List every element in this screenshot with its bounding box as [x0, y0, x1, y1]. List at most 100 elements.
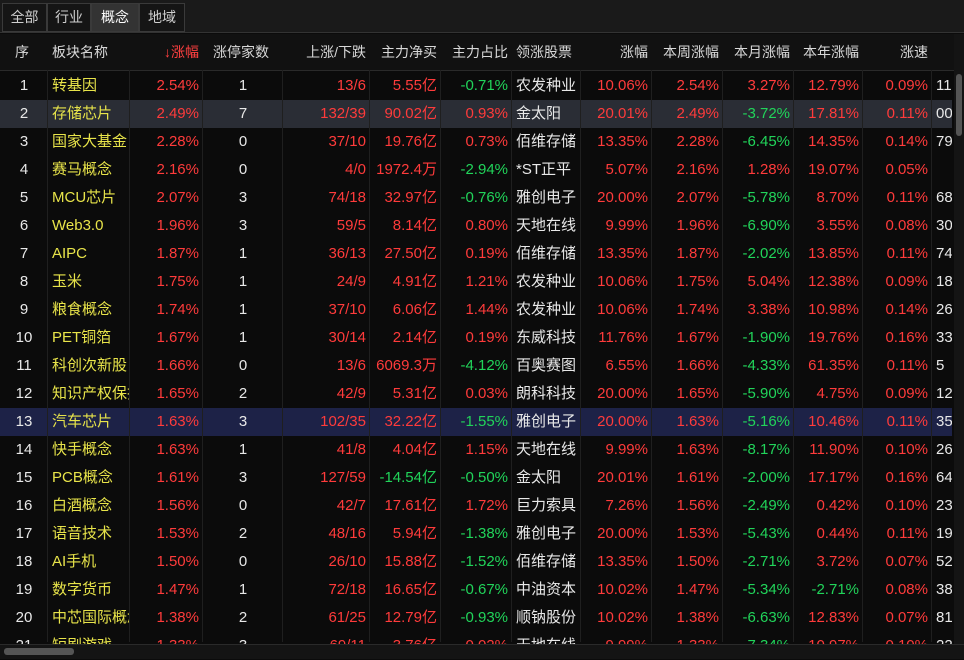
table-row[interactable]: 6 Web3.0 1.96% 3 59/5 8.14亿 0.80% 天地在线 9.99% 1.96… [0, 212, 952, 240]
table-header: 序 板块名称 ↓涨幅 涨停家数 上涨/下跌 主力净买 主力占比 领涨股票 涨幅 本周涨幅 本月涨幅本… [0, 34, 964, 71]
table-row[interactable]: 9 粮食概念 1.74% 1 37/10 6.06亿 1.44% 农发种业 10.06% 1.74… [0, 296, 952, 324]
cell-board-name[interactable]: 语音技术 [52, 525, 113, 542]
cell-speed: 0.14% [885, 133, 928, 150]
table-row[interactable]: 10 PET铜箔 1.67% 1 30/14 2.14亿 0.19% 东威科技 11.76% 1.… [0, 324, 952, 352]
cell-board-name[interactable]: 玉米 [52, 273, 83, 290]
table-row[interactable]: 3 国家大基金 2.28% 0 37/10 19.76亿 0.73% 佰维存储 13.35% 2.… [0, 128, 952, 156]
cell-leading-stock[interactable]: 东威科技 [516, 329, 577, 346]
cell-leading-stock[interactable]: 佰维存储 [516, 133, 577, 150]
cell-board-name[interactable]: 数字货币 [52, 581, 113, 598]
cell-leading-stock[interactable]: 农发种业 [516, 301, 577, 318]
column-header-limit-up-count[interactable]: 涨停家数 [213, 44, 269, 60]
cell-main-net-buy: 90.02亿 [384, 105, 437, 122]
cell-month-change: -3.72% [742, 105, 790, 122]
column-header-index[interactable]: 序 [15, 44, 29, 60]
column-divider [129, 70, 130, 642]
cell-leading-stock[interactable]: 农发种业 [516, 273, 577, 290]
table-row[interactable]: 8 玉米 1.75% 1 24/9 4.91亿 1.21% 农发种业 10.06% 1.75% 5.… [0, 268, 952, 296]
cell-main-net-buy: 17.61亿 [384, 497, 437, 514]
cell-leading-stock[interactable]: 佰维存储 [516, 245, 577, 262]
cell-board-name[interactable]: 转基因 [52, 77, 98, 94]
tab-3[interactable]: 地域 [139, 3, 185, 32]
tab-2[interactable]: 概念 [91, 3, 139, 32]
cell-board-name[interactable]: AI手机 [52, 553, 97, 570]
column-header-month-change[interactable]: 本月涨幅 [734, 44, 790, 60]
cell-up-down: 74/18 [328, 189, 366, 206]
table-row[interactable]: 12 知识产权保护 1.65% 2 42/9 5.31亿 0.03% 朗科科技 20.00% 1.… [0, 380, 952, 408]
column-header-week-change[interactable]: 本周涨幅 [663, 44, 719, 60]
column-header-year-change[interactable]: 本年涨幅 [803, 44, 859, 60]
tab-1[interactable]: 行业 [47, 3, 91, 32]
column-header-main-ratio[interactable]: 主力占比 [452, 44, 508, 60]
cell-leading-stock[interactable]: 金太阳 [516, 469, 562, 486]
table-row[interactable]: 5 MCU芯片 2.07% 3 74/18 32.97亿 -0.76% 雅创电子 20.00% 2… [0, 184, 952, 212]
table-row[interactable]: 14 快手概念 1.63% 1 41/8 4.04亿 1.15% 天地在线 9.99% 1.63%… [0, 436, 952, 464]
cell-limit-up-count: 2 [238, 525, 248, 542]
cell-change: 2.49% [156, 105, 199, 122]
cell-leading-stock[interactable]: 雅创电子 [516, 525, 577, 542]
cell-board-name[interactable]: MCU芯片 [52, 189, 117, 206]
cell-leading-change: 10.06% [597, 301, 648, 318]
column-header-extra[interactable] [932, 34, 952, 70]
table-row[interactable]: 20 中芯国际概念 1.38% 2 61/25 12.79亿 -0.93% 顺钠股份 10.02… [0, 604, 952, 632]
column-header-leading-change[interactable]: 涨幅 [620, 44, 648, 60]
cell-board-name[interactable]: 快手概念 [52, 441, 113, 458]
column-header-board-name[interactable]: 板块名称 [52, 44, 108, 60]
cell-board-name[interactable]: PCB概念 [52, 469, 113, 486]
column-header-speed[interactable]: 涨速 [900, 44, 928, 60]
cell-board-name[interactable]: Web3.0 [52, 217, 104, 234]
cell-leading-stock[interactable]: 天地在线 [516, 441, 577, 458]
cell-board-name[interactable]: 中芯国际概念 [52, 609, 130, 626]
table-row[interactable]: 7 AIPC 1.87% 1 36/13 27.50亿 0.19% 佰维存储 13.35% 1.8… [0, 240, 952, 268]
cell-leading-stock[interactable]: 百奥赛图 [516, 357, 577, 374]
cell-leading-stock[interactable]: 朗科科技 [516, 385, 577, 402]
cell-board-name[interactable]: AIPC [52, 245, 88, 262]
cell-leading-stock[interactable]: 顺钠股份 [516, 609, 577, 626]
cell-year-change: 14.35% [808, 133, 859, 150]
cell-leading-stock[interactable]: 中油资本 [516, 581, 577, 598]
horizontal-scroll-thumb[interactable] [4, 648, 74, 655]
cell-board-name[interactable]: 白酒概念 [52, 497, 113, 514]
cell-leading-stock[interactable]: *ST正平 [516, 161, 572, 178]
table-row[interactable]: 11 科创次新股 1.66% 0 13/6 6069.3万 -4.12% 百奥赛图 6.55% 1… [0, 352, 952, 380]
table-row[interactable]: 13 汽车芯片 1.63% 3 102/35 32.22亿 -1.55% 雅创电子 20.00%… [0, 408, 952, 436]
cell-leading-stock[interactable]: 农发种业 [516, 77, 577, 94]
column-divider [862, 70, 863, 642]
cell-limit-up-count: 2 [238, 385, 248, 402]
cell-leading-stock[interactable]: 雅创电子 [516, 189, 577, 206]
cell-month-change: -5.90% [742, 385, 790, 402]
cell-board-name[interactable]: 赛马概念 [52, 161, 113, 178]
vertical-scroll-thumb[interactable] [956, 74, 962, 136]
cell-up-down: 26/10 [328, 553, 366, 570]
cell-board-name[interactable]: 存储芯片 [52, 105, 113, 122]
table-row[interactable]: 2 存储芯片 2.49% 7 132/39 90.02亿 0.93% 金太阳 20.01% 2.4… [0, 100, 952, 128]
column-header-change[interactable]: ↓涨幅 [130, 34, 203, 70]
cell-speed: 0.11% [886, 105, 928, 122]
column-header-leading-stock[interactable]: 领涨股票 [516, 44, 572, 60]
cell-board-name[interactable]: 知识产权保护 [52, 385, 130, 402]
column-header-up-down[interactable]: 上涨/下跌 [306, 44, 366, 60]
cell-leading-stock[interactable]: 佰维存储 [516, 553, 577, 570]
table-row[interactable]: 17 语音技术 1.53% 2 48/16 5.94亿 -1.38% 雅创电子 20.00% 1.… [0, 520, 952, 548]
table-row[interactable]: 1 转基因 2.54% 1 13/6 5.55亿 -0.71% 农发种业 10.06% 2.54%… [0, 72, 952, 100]
cell-board-name[interactable]: 粮食概念 [52, 301, 113, 318]
table-row[interactable]: 18 AI手机 1.50% 0 26/10 15.88亿 -1.52% 佰维存储 13.35% 1… [0, 548, 952, 576]
cell-index: 14 [15, 441, 33, 458]
cell-leading-stock[interactable]: 金太阳 [516, 105, 562, 122]
horizontal-scrollbar[interactable] [0, 644, 964, 659]
vertical-scrollbar[interactable] [954, 34, 964, 644]
cell-week-change: 1.65% [676, 385, 719, 402]
cell-board-name[interactable]: 科创次新股 [52, 357, 128, 374]
cell-leading-stock[interactable]: 雅创电子 [516, 413, 577, 430]
cell-board-name[interactable]: PET铜箔 [52, 329, 112, 346]
table-row[interactable]: 15 PCB概念 1.61% 3 127/59 -14.54亿 -0.50% 金太阳 20.01… [0, 464, 952, 492]
cell-leading-stock[interactable]: 巨力索具 [516, 497, 577, 514]
cell-board-name[interactable]: 国家大基金 [52, 133, 128, 150]
cell-board-name[interactable]: 汽车芯片 [52, 413, 113, 430]
table-row[interactable]: 16 白酒概念 1.56% 0 42/7 17.61亿 1.72% 巨力索具 7.26% 1.56… [0, 492, 952, 520]
tab-0[interactable]: 全部 [2, 3, 47, 32]
table-row[interactable]: 4 赛马概念 2.16% 0 4/0 1972.4万 -2.94% *ST正平 5.07% 2.1… [0, 156, 952, 184]
cell-leading-stock[interactable]: 天地在线 [516, 217, 577, 234]
table-row[interactable]: 19 数字货币 1.47% 1 72/18 16.65亿 -0.67% 中油资本 10.02% 1… [0, 576, 952, 604]
column-header-main-net-buy[interactable]: 主力净买 [381, 44, 437, 60]
